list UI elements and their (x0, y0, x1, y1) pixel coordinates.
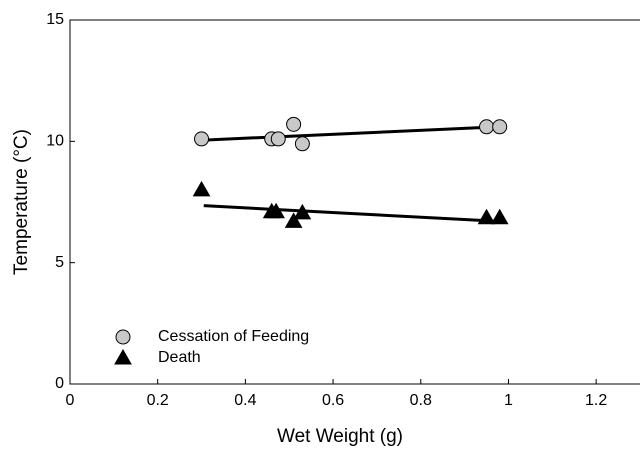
point (267, 202, 285, 219)
point (192, 180, 211, 197)
y-tick-label: 0 (55, 375, 64, 392)
point (194, 131, 210, 147)
x-axis-label: Wet Weight (g) (277, 426, 403, 447)
fit-line (203, 125, 500, 142)
legend-label: Cessation of Feeding (158, 328, 309, 345)
point (293, 203, 312, 220)
legend-marker (115, 329, 131, 345)
point (492, 119, 508, 135)
point (294, 136, 310, 152)
fit-line (203, 204, 500, 223)
x-tick-label: 0.2 (147, 392, 169, 409)
x-tick-label: 0.8 (410, 392, 432, 409)
y-tick-label: 15 (46, 11, 64, 28)
legend-label: Death (158, 349, 201, 366)
x-tick-label: 0.6 (322, 392, 344, 409)
axes (69, 19, 640, 385)
point (286, 116, 302, 132)
x-tick-label: 1.2 (585, 392, 607, 409)
point (479, 119, 495, 135)
x-tick-label: 0.4 (234, 392, 256, 409)
legend-marker (114, 348, 132, 365)
point (284, 212, 303, 228)
y-tick-label: 10 (46, 133, 64, 150)
point (477, 208, 496, 225)
x-tick-label: 0 (66, 392, 75, 409)
point (270, 131, 286, 147)
y-axis-label: Temperature (°C) (11, 129, 32, 275)
y-tick-label: 5 (55, 254, 64, 271)
point (490, 208, 509, 225)
x-tick-label: 1 (504, 392, 513, 409)
